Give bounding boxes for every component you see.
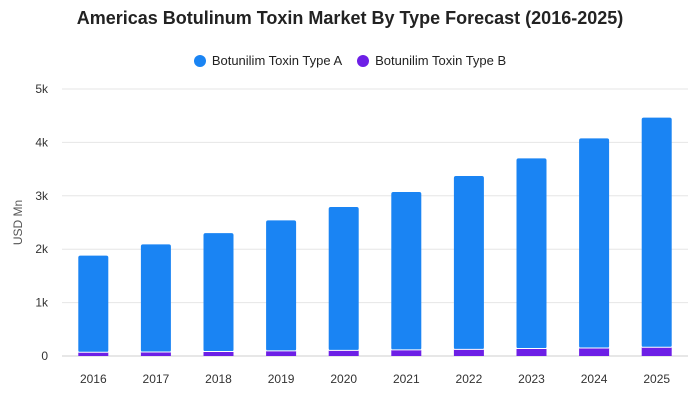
bar-type-b-2020 bbox=[328, 350, 359, 356]
legend-swatch-type-b bbox=[357, 54, 370, 67]
legend-item-type-a[interactable]: Botunilim Toxin Type A bbox=[193, 53, 343, 68]
x-tick-label-2017: 2017 bbox=[143, 372, 170, 386]
bar-type-a-2023 bbox=[516, 158, 547, 349]
y-tick-label-1k: 1k bbox=[35, 296, 49, 310]
legend-label-type-a: Botunilim Toxin Type A bbox=[211, 53, 343, 68]
bar-type-b-2025 bbox=[641, 347, 672, 356]
x-tick-label-2024: 2024 bbox=[581, 372, 608, 386]
bar-type-b-2019 bbox=[266, 350, 297, 356]
legend: Botunilim Toxin Type A Botunilim Toxin T… bbox=[0, 53, 700, 68]
bar-type-b-2022 bbox=[453, 349, 484, 356]
x-tick-label-2023: 2023 bbox=[518, 372, 545, 386]
bar-type-b-2021 bbox=[391, 349, 422, 356]
y-tick-label-5k: 5k bbox=[35, 82, 49, 96]
x-tick-label-2019: 2019 bbox=[268, 372, 295, 386]
bar-type-a-2025 bbox=[641, 117, 672, 348]
y-tick-label-2k: 2k bbox=[35, 242, 49, 256]
y-tick-label-0: 0 bbox=[41, 349, 48, 363]
bar-type-a-2019 bbox=[266, 220, 297, 351]
bar-type-a-2018 bbox=[203, 233, 234, 352]
y-axis-label: USD Mn bbox=[11, 200, 25, 245]
x-tick-label-2020: 2020 bbox=[330, 372, 357, 386]
x-tick-label-2018: 2018 bbox=[205, 372, 232, 386]
bar-type-a-2024 bbox=[579, 138, 610, 348]
bar-type-b-2018 bbox=[203, 351, 234, 356]
bar-type-a-2020 bbox=[328, 207, 359, 351]
bar-type-b-2016 bbox=[78, 352, 109, 356]
chart-title: Americas Botulinum Toxin Market By Type … bbox=[76, 8, 624, 28]
x-tick-label-2022: 2022 bbox=[456, 372, 483, 386]
bar-type-a-2022 bbox=[453, 176, 484, 350]
legend-label-type-b: Botunilim Toxin Type B bbox=[375, 53, 507, 68]
bar-type-b-2023 bbox=[516, 348, 547, 356]
legend-swatch-type-a bbox=[193, 54, 206, 67]
legend-item-type-b[interactable]: Botunilim Toxin Type B bbox=[357, 53, 506, 68]
x-tick-label-2025: 2025 bbox=[643, 372, 670, 386]
bar-type-b-2024 bbox=[579, 347, 610, 356]
bar-type-b-2017 bbox=[140, 351, 171, 356]
x-tick-label-2021: 2021 bbox=[393, 372, 420, 386]
bar-type-a-2021 bbox=[391, 192, 422, 350]
bar-type-a-2016 bbox=[78, 255, 109, 353]
y-tick-label-4k: 4k bbox=[35, 135, 49, 149]
y-tick-label-3k: 3k bbox=[35, 189, 49, 203]
x-tick-label-2016: 2016 bbox=[80, 372, 107, 386]
bar-type-a-2017 bbox=[140, 244, 171, 352]
